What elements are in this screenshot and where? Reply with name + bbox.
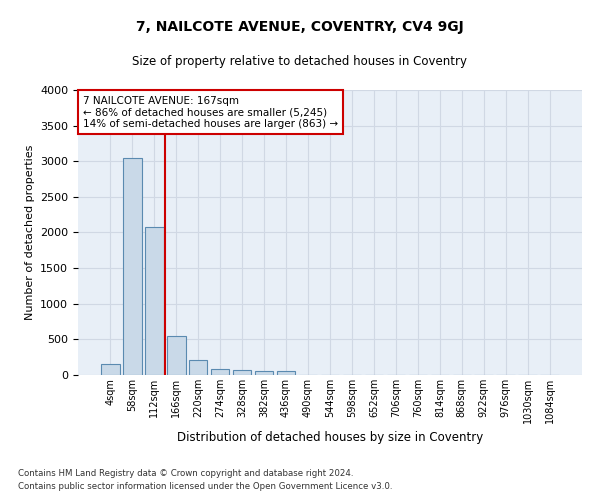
Bar xyxy=(211,370,229,375)
Bar xyxy=(233,370,251,375)
X-axis label: Distribution of detached houses by size in Coventry: Distribution of detached houses by size … xyxy=(177,432,483,444)
Bar xyxy=(167,336,185,375)
Bar xyxy=(255,371,274,375)
Bar xyxy=(101,364,119,375)
Text: 7 NAILCOTE AVENUE: 167sqm
← 86% of detached houses are smaller (5,245)
14% of se: 7 NAILCOTE AVENUE: 167sqm ← 86% of detac… xyxy=(83,96,338,129)
Bar xyxy=(123,158,142,375)
Bar xyxy=(189,360,208,375)
Text: Size of property relative to detached houses in Coventry: Size of property relative to detached ho… xyxy=(133,55,467,68)
Bar xyxy=(145,227,164,375)
Text: Contains public sector information licensed under the Open Government Licence v3: Contains public sector information licen… xyxy=(18,482,392,491)
Text: 7, NAILCOTE AVENUE, COVENTRY, CV4 9GJ: 7, NAILCOTE AVENUE, COVENTRY, CV4 9GJ xyxy=(136,20,464,34)
Bar xyxy=(277,372,295,375)
Y-axis label: Number of detached properties: Number of detached properties xyxy=(25,145,35,320)
Text: Contains HM Land Registry data © Crown copyright and database right 2024.: Contains HM Land Registry data © Crown c… xyxy=(18,468,353,477)
